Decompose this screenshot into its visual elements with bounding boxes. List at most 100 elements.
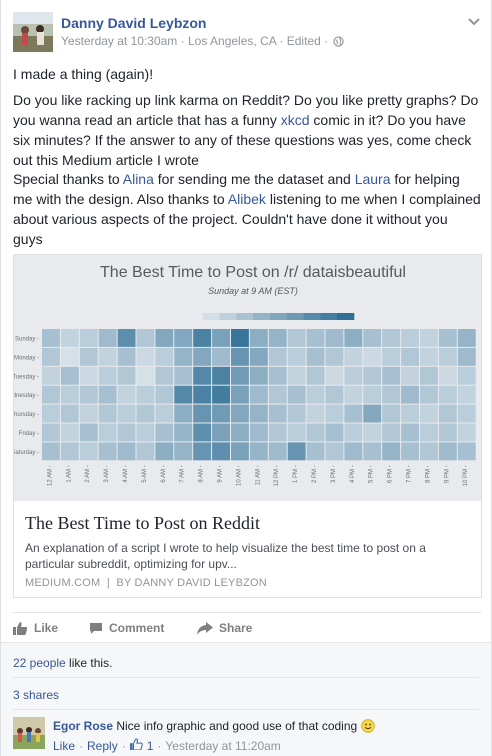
post-location[interactable]: Los Angeles, CA [188, 34, 277, 48]
comment-like-link[interactable]: Like [53, 738, 76, 753]
heatmap-cell [231, 366, 249, 385]
x-tick-label: 7 AM - [180, 465, 186, 482]
heatmap-cell [401, 347, 419, 366]
heatmap-cell [42, 366, 60, 385]
post-options-chevron-down-icon[interactable] [467, 14, 481, 26]
heatmap-cell [420, 329, 438, 347]
xkcd-link[interactable]: xkcd [280, 112, 310, 128]
heatmap-cell [457, 442, 476, 461]
mention-alina[interactable]: Alina [122, 171, 154, 187]
shares-link[interactable]: 3 shares [13, 688, 60, 702]
heatmap-cell [401, 442, 419, 461]
legend-swatch [303, 313, 321, 320]
comment-item: Egor Rose Nice info graphic and good use… [13, 717, 479, 756]
heatmap-cell [287, 385, 306, 404]
heatmap-cell [231, 385, 249, 404]
comment-button[interactable]: Comment [89, 621, 164, 635]
share-button[interactable]: Share [197, 621, 252, 635]
comment-meta: Like · Reply · 1 · Yesterday at 11:20am [53, 738, 281, 753]
heatmap-cell [344, 385, 363, 404]
heatmap-cell [79, 423, 98, 442]
comment-thumbs-up-icon[interactable] [129, 738, 143, 753]
heatmap-cell [117, 329, 136, 347]
legend-swatch [286, 313, 304, 320]
heatmap-cell [268, 404, 287, 423]
post-text-intro: I made a thing (again)! [13, 66, 154, 82]
post-actions: Like Comment Share [13, 612, 481, 642]
link-preview-card[interactable]: The Best Time to Post on /r/ dataisbeaut… [13, 254, 482, 598]
heatmap-cell [438, 442, 457, 461]
heatmap-cell [420, 347, 438, 366]
heatmap-cell [344, 442, 363, 461]
post-meta: Yesterday at 10:30am · Los Angeles, CA ·… [61, 34, 345, 50]
heatmap-cell [42, 442, 60, 461]
comment-text: Nice info graphic and good use of that c… [113, 719, 361, 733]
heatmap-cell [212, 329, 230, 347]
heatmap-cell [306, 329, 325, 347]
divider [13, 677, 479, 678]
heatmap-cell [420, 404, 438, 423]
heatmap-cell [287, 329, 306, 347]
legend-swatch [186, 313, 204, 320]
heatmap-cell [155, 423, 174, 442]
likes-count-link[interactable]: 22 people [13, 656, 66, 670]
x-tick-label: 12 PM - [274, 465, 280, 486]
text-segment: Special thanks to [13, 171, 123, 187]
commenter-name[interactable]: Egor Rose [53, 719, 114, 733]
comment-like-count[interactable]: 1 [146, 738, 154, 753]
heatmap-cell [136, 347, 155, 366]
heatmap-cell [193, 442, 212, 461]
comment-label: Comment [109, 621, 165, 635]
link-description: An explanation of a script I wrote to he… [25, 541, 426, 571]
x-tick-label: 6 AM - [161, 465, 167, 482]
heatmap-cell [174, 442, 193, 461]
share-label: Share [219, 621, 253, 635]
heatmap-cell [79, 347, 98, 366]
post-text-thanks: Special thanks to Alina for sending me t… [13, 169, 481, 249]
social-section: 22 people like this. 3 shares Egor Rose … [1, 642, 491, 756]
heatmap-cell [268, 366, 287, 385]
comment-timestamp[interactable]: Yesterday at 11:20am [165, 738, 281, 753]
heatmap-cells [42, 329, 476, 461]
mention-laura[interactable]: Laura [354, 171, 391, 187]
commenter-avatar[interactable] [13, 717, 45, 749]
heatmap-cell [98, 329, 117, 347]
heatmap-cell [60, 347, 79, 366]
text-segment: for helping me with the design. Also tha… [13, 171, 460, 207]
x-tick-label: 1 PM - [293, 465, 299, 483]
heatmap-cell [287, 347, 306, 366]
heatmap-cell [420, 385, 438, 404]
author-name[interactable]: Danny David Leybzon [61, 15, 207, 31]
mention-alibek[interactable]: Alibek [227, 191, 266, 207]
heatmap-cell [193, 329, 212, 347]
heatmap-cell [136, 385, 155, 404]
source-domain: MEDIUM.COM [25, 577, 101, 589]
x-tick-label: 12 AM - [47, 465, 53, 486]
heatmap-cell [174, 385, 193, 404]
globe-icon[interactable] [333, 36, 345, 50]
edited-label[interactable]: Edited [286, 34, 321, 48]
heatmap-cell [212, 347, 230, 366]
heatmap-cell [306, 366, 325, 385]
link-preview-image[interactable]: The Best Time to Post on /r/ dataisbeaut… [14, 255, 481, 501]
heatmap-cell [155, 442, 174, 461]
comment-reply-link[interactable]: Reply [87, 738, 118, 753]
author-avatar[interactable] [13, 12, 53, 52]
x-tick-label: 3 PM - [331, 465, 337, 483]
like-button[interactable]: Like [13, 621, 58, 635]
comment-body: Egor Rose Nice info graphic and good use… [53, 719, 375, 736]
legend-swatch [202, 313, 220, 320]
heatmap-cell [457, 347, 476, 366]
heatmap-cell [193, 347, 212, 366]
heatmap-cell [136, 329, 155, 347]
post-timestamp[interactable]: Yesterday at 10:30am [61, 34, 178, 48]
heatmap-cell [174, 347, 193, 366]
heatmap-cell [117, 347, 136, 366]
heatmap-cell [363, 347, 382, 366]
y-tick-label: Monday - [14, 355, 39, 361]
link-title[interactable]: The Best Time to Post on Reddit [25, 513, 261, 533]
heatmap-cell [306, 404, 325, 423]
heatmap-cell [155, 329, 174, 347]
x-tick-label: 4 AM - [123, 465, 129, 482]
